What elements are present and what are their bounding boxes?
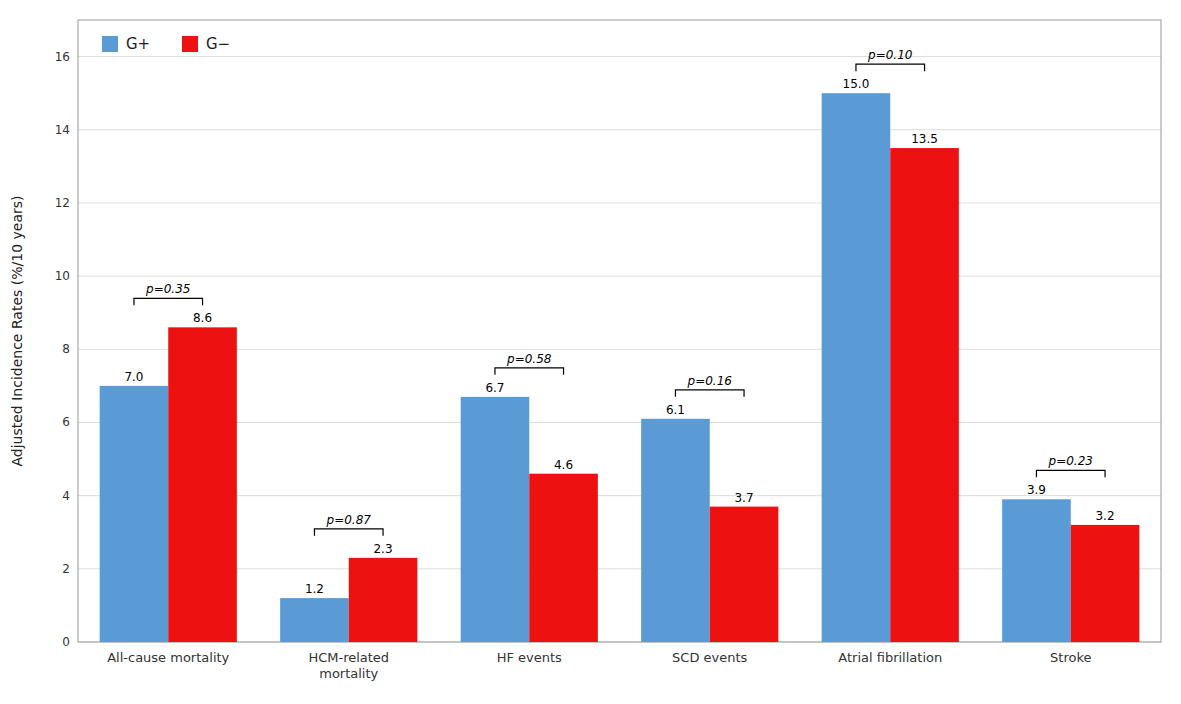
- bracket: [675, 390, 744, 397]
- legend-swatch: [102, 36, 118, 52]
- x-tick-label: All-cause mortality: [107, 650, 229, 665]
- grid-line: [78, 202, 1161, 203]
- x-tick-label: Atrial fibrillation: [838, 650, 942, 665]
- p-value: p=0.16: [687, 374, 733, 388]
- bar: [349, 558, 418, 642]
- labels: 7.0 1.2 6.7 6.1 15.0 3.9 8.6 2.3 4.6 3.7 13.5 3.2 p=…: [124, 48, 1114, 596]
- value-label: 3.7: [734, 491, 753, 505]
- grid-line: [78, 276, 1161, 277]
- bracket: [314, 529, 383, 536]
- y-tick-label: 14: [55, 123, 70, 137]
- legend-label: G−: [206, 35, 230, 53]
- y-tick-label: 16: [55, 50, 70, 64]
- p-value: p=0.10: [867, 48, 913, 62]
- x-tick-label: HF events: [497, 650, 562, 665]
- value-label: 2.3: [373, 542, 392, 556]
- bar: [710, 507, 779, 642]
- x-tick-label: HCM-relatedmortality: [308, 650, 389, 681]
- bar: [168, 327, 237, 642]
- bar: [890, 148, 959, 642]
- value-label: 3.2: [1095, 509, 1114, 523]
- y-tick-label: 12: [55, 196, 70, 210]
- legend-swatch: [182, 36, 198, 52]
- value-label: 7.0: [124, 370, 143, 384]
- x-tick-label: SCD events: [672, 650, 747, 665]
- y-tick-label: 2: [62, 562, 70, 576]
- p-value: p=0.23: [1048, 454, 1093, 468]
- legend-label: G+: [126, 35, 150, 53]
- bracket: [856, 64, 925, 71]
- y-tick-label: 4: [62, 489, 70, 503]
- x-tick-label: Stroke: [1050, 650, 1091, 665]
- bar: [461, 397, 530, 642]
- bars: [100, 93, 1140, 642]
- bar: [641, 419, 710, 642]
- p-value: p=0.58: [506, 352, 552, 366]
- grid-line: [78, 129, 1161, 130]
- bracket: [1036, 470, 1105, 477]
- bar: [100, 386, 169, 642]
- y-tick-label: 0: [62, 635, 70, 649]
- grid-line: [78, 495, 1161, 496]
- bracket: [134, 298, 203, 305]
- value-label: 4.6: [554, 458, 573, 472]
- bar: [1002, 499, 1071, 642]
- grid-line: [78, 422, 1161, 423]
- value-label: 15.0: [843, 77, 870, 91]
- y-tick-label: 10: [55, 269, 70, 283]
- bar: [280, 598, 349, 642]
- bar: [1071, 525, 1140, 642]
- grid-line: [78, 56, 1161, 57]
- p-value: p=0.35: [145, 282, 190, 296]
- grid: [78, 57, 1161, 642]
- value-label: 13.5: [911, 132, 938, 146]
- bracket: [495, 368, 564, 375]
- value-label: 8.6: [193, 311, 212, 325]
- value-label: 3.9: [1027, 483, 1046, 497]
- y-axis-label: Adjusted Incidence Rates (%/10 years): [9, 195, 25, 466]
- y-tick-label: 6: [62, 415, 70, 429]
- y-tick-label: 8: [62, 342, 70, 356]
- grid-line: [78, 349, 1161, 350]
- bar: [822, 93, 891, 642]
- value-label: 6.7: [485, 381, 504, 395]
- plot-frame: [78, 20, 1161, 642]
- value-label: 1.2: [305, 582, 324, 596]
- value-label: 6.1: [666, 403, 685, 417]
- chart: 0 2 4 6 8 10 12 14 16 7.0 1.2 6.7 6.1 15.0 3.9 8.6 2.3 4.…: [0, 0, 1181, 704]
- bar: [529, 474, 598, 642]
- grid-line: [78, 568, 1161, 569]
- p-value: p=0.87: [326, 513, 372, 527]
- legend: G+ G−: [102, 35, 230, 53]
